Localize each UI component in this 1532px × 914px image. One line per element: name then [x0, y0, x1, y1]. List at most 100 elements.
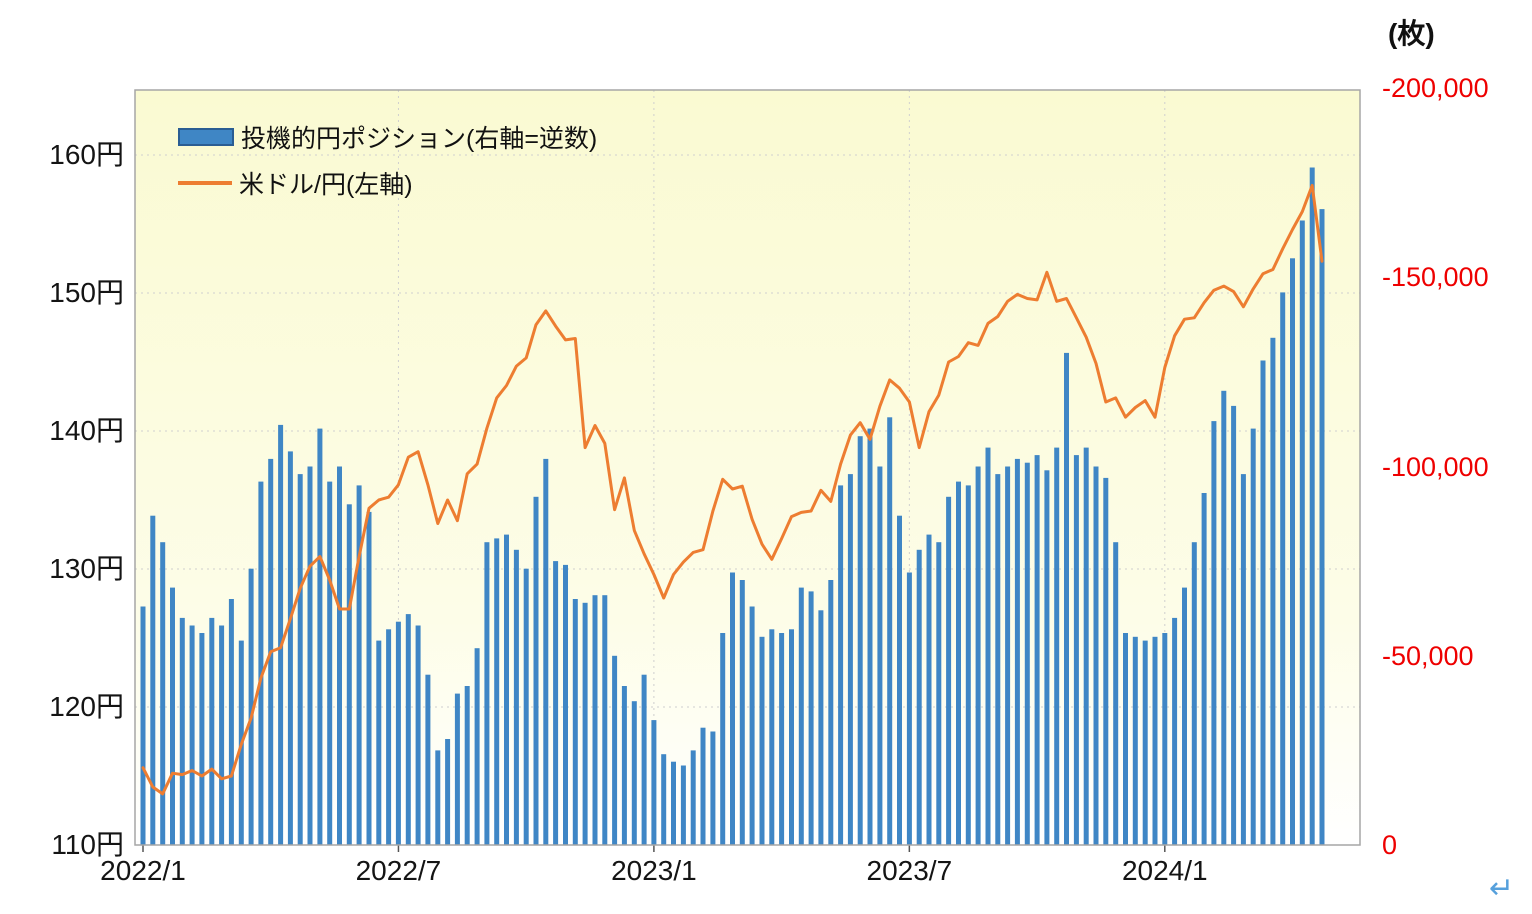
- position-bar: [150, 515, 156, 845]
- legend-bar-swatch-icon: [178, 128, 234, 146]
- position-bar: [1005, 466, 1011, 845]
- position-bar: [1024, 462, 1030, 845]
- position-bar: [592, 595, 598, 845]
- position-bar: [563, 564, 568, 845]
- left-axis-tick-label: 130円: [49, 553, 124, 584]
- position-bar: [946, 496, 952, 845]
- position-bar: [1211, 421, 1217, 845]
- position-bar: [1250, 428, 1256, 845]
- position-bar: [1191, 542, 1197, 845]
- position-bar: [985, 447, 991, 845]
- position-bar: [680, 765, 686, 845]
- position-bar: [346, 504, 352, 845]
- position-bar: [936, 542, 942, 845]
- position-bar: [867, 428, 873, 845]
- position-bar: [1182, 587, 1187, 845]
- position-bar: [454, 693, 460, 845]
- position-bar: [1270, 337, 1276, 845]
- position-bar: [297, 474, 303, 845]
- x-axis-tick-label: 2023/1: [611, 855, 697, 886]
- position-bar: [690, 750, 696, 845]
- position-bar: [739, 580, 745, 845]
- position-bar: [995, 474, 1001, 845]
- position-bar: [484, 542, 490, 845]
- position-bar: [1152, 636, 1158, 845]
- legend-line-label: 米ドル/円(左軸): [239, 171, 413, 199]
- plot-border: [134, 89, 1361, 846]
- position-bar: [464, 686, 470, 845]
- position-bar: [287, 451, 293, 845]
- position-bar: [376, 640, 382, 845]
- position-bar: [1290, 258, 1295, 845]
- position-bar: [661, 754, 667, 845]
- position-bar: [730, 572, 735, 845]
- right-axis-tick-label: -150,000: [1382, 262, 1489, 293]
- position-bar: [1172, 617, 1178, 845]
- position-bar: [386, 629, 392, 845]
- position-bar: [494, 538, 500, 845]
- position-bar: [1240, 474, 1246, 845]
- position-bar: [1064, 352, 1069, 845]
- position-bar: [769, 629, 775, 845]
- position-bar: [1221, 390, 1227, 845]
- position-bar: [749, 606, 755, 845]
- position-bar: [916, 549, 922, 845]
- position-bar: [395, 621, 401, 845]
- position-bar: [179, 617, 185, 845]
- position-bar: [1034, 455, 1040, 845]
- position-bar: [543, 458, 549, 845]
- position-bar: [1231, 405, 1237, 845]
- position-bar: [199, 633, 205, 845]
- position-bar: [1132, 636, 1138, 845]
- position-bar: [1319, 209, 1325, 846]
- position-bar: [759, 636, 765, 845]
- position-bar: [641, 674, 647, 845]
- position-bar: [710, 731, 716, 845]
- right-axis-unit-label: (枚): [1388, 18, 1435, 49]
- right-axis-tick-label: -50,000: [1382, 640, 1474, 671]
- position-bar: [1083, 447, 1089, 845]
- left-axis-tick-label: 140円: [49, 415, 124, 446]
- position-bar: [828, 580, 834, 845]
- position-bar: [897, 515, 902, 845]
- position-bar: [621, 686, 627, 845]
- position-bar: [1123, 633, 1128, 845]
- position-bar: [553, 561, 559, 845]
- position-bar: [1113, 542, 1119, 845]
- legend-line-swatch-icon: [178, 181, 232, 185]
- position-bar: [435, 750, 441, 845]
- position-bar: [278, 424, 284, 845]
- position-bar: [720, 633, 726, 845]
- position-bar: [582, 602, 588, 845]
- right-axis-tick-label: 0: [1382, 830, 1398, 860]
- position-bar: [140, 606, 146, 845]
- position-bar: [1309, 167, 1315, 845]
- position-bar: [533, 496, 539, 845]
- left-axis-tick-label: 150円: [49, 277, 124, 308]
- position-bar: [1260, 360, 1266, 845]
- position-bar: [405, 614, 411, 845]
- position-bar: [337, 466, 342, 845]
- position-bar: [1299, 220, 1305, 845]
- right-axis-tick-label: -200,000: [1382, 73, 1489, 103]
- position-bar: [415, 625, 421, 845]
- position-bar: [189, 625, 195, 845]
- legend-row-positions: 投機的円ポジション(右軸=逆数): [178, 114, 597, 160]
- position-bar: [857, 436, 863, 845]
- position-bar: [651, 720, 657, 845]
- position-bar: [1201, 493, 1207, 845]
- position-bar: [474, 648, 480, 845]
- position-bar: [317, 428, 323, 845]
- x-axis-tick-label: 2022/7: [355, 855, 442, 886]
- return-arrow-icon[interactable]: ↵: [1489, 872, 1515, 905]
- position-bar: [572, 599, 578, 845]
- position-bar: [160, 542, 166, 845]
- position-bar: [248, 568, 254, 845]
- position-bar: [513, 549, 519, 845]
- position-bar: [877, 466, 883, 845]
- position-bar: [523, 568, 529, 845]
- position-bar: [847, 474, 853, 845]
- x-axis-tick-label: 2022/1: [100, 855, 186, 886]
